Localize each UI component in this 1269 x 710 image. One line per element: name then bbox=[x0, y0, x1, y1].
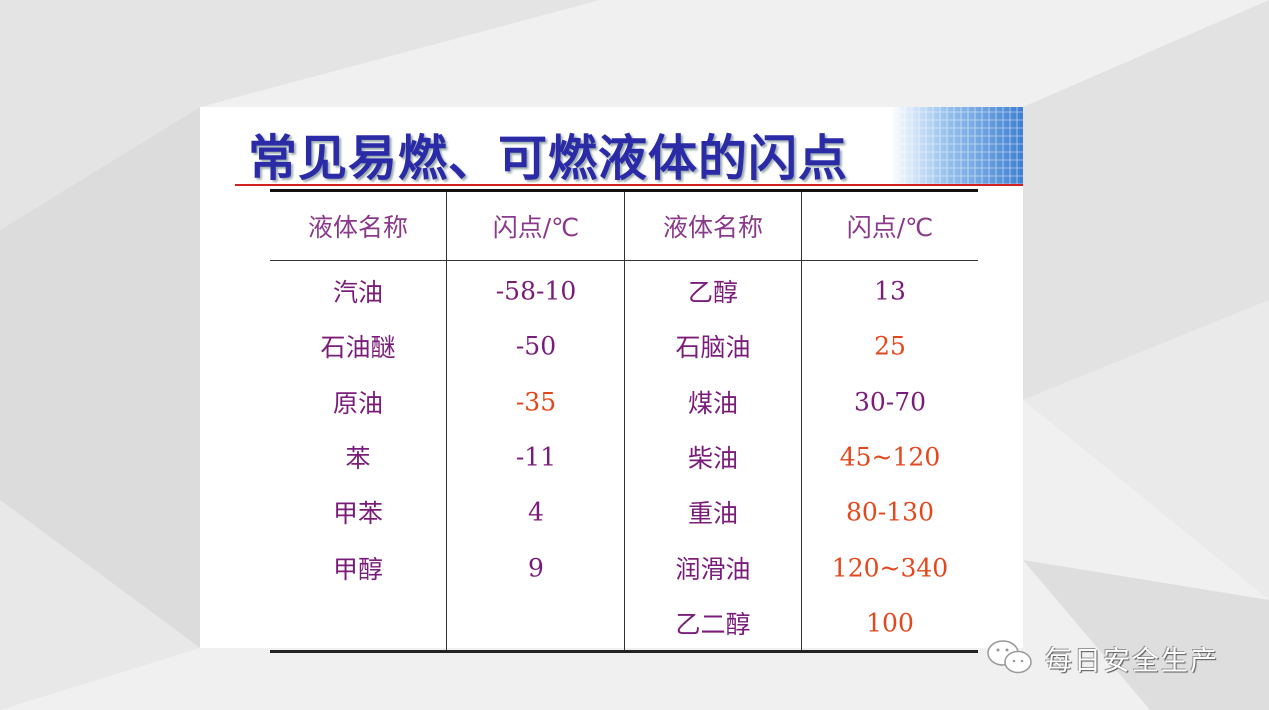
flash-point-cell: 13 bbox=[874, 276, 906, 306]
flash-point-cell: 4 bbox=[528, 497, 544, 527]
slide: 常见易燃、可燃液体的闪点 液体名称 闪点/℃ 液体名称 闪点/℃ 汽油 -58-1… bbox=[200, 107, 1023, 653]
flash-point-cell: -35 bbox=[515, 387, 557, 417]
liquid-name-cell: 煤油 bbox=[687, 388, 738, 418]
liquid-name-cell: 石脑油 bbox=[675, 333, 751, 363]
liquid-name-cell: 乙二醇 bbox=[675, 609, 751, 639]
header-divider bbox=[270, 260, 978, 261]
flash-point-cell: 45~120 bbox=[839, 442, 941, 472]
header-liquid-name: 液体名称 bbox=[662, 213, 763, 242]
header-flash-point: 闪点/℃ bbox=[846, 213, 934, 242]
flash-point-cell: 25 bbox=[874, 331, 906, 361]
watermark: 每日安全生产 bbox=[985, 638, 1219, 678]
liquid-name-cell: 汽油 bbox=[332, 278, 383, 307]
wechat-icon bbox=[987, 640, 1032, 674]
liquid-name-cell: 甲醇 bbox=[332, 554, 383, 584]
liquid-name-cell: 乙醇 bbox=[687, 278, 738, 307]
slide-title: 常见易燃、可燃液体的闪点 bbox=[248, 130, 849, 187]
flash-point-cell: 120~340 bbox=[831, 553, 949, 582]
liquid-name-cell: 甲苯 bbox=[332, 499, 383, 529]
liquid-name-cell: 原油 bbox=[332, 388, 383, 418]
liquid-name-cell: 石油醚 bbox=[320, 333, 396, 363]
circuit-banner-image bbox=[890, 107, 1023, 185]
flash-point-cell: 100 bbox=[866, 608, 914, 638]
flash-point-cell: 30-70 bbox=[853, 387, 927, 417]
flash-point-cell: -50 bbox=[515, 331, 557, 361]
title-underline bbox=[235, 184, 1023, 186]
flash-point-table: 液体名称 闪点/℃ 液体名称 闪点/℃ 汽油 -58-10 石油醚 -50 原油 -35 苯… bbox=[270, 189, 978, 653]
flash-point-cell: -11 bbox=[515, 442, 557, 472]
liquid-name-cell: 柴油 bbox=[687, 443, 738, 473]
flash-point-cell: 9 bbox=[528, 553, 544, 582]
flash-point-cell: 80-130 bbox=[846, 497, 934, 527]
column-divider bbox=[624, 192, 625, 650]
liquid-name-cell: 重油 bbox=[687, 499, 738, 529]
header-flash-point: 闪点/℃ bbox=[492, 213, 580, 242]
column-divider bbox=[446, 192, 447, 650]
liquid-name-cell: 苯 bbox=[345, 443, 371, 473]
column-divider bbox=[801, 192, 802, 650]
liquid-name-cell: 润滑油 bbox=[675, 554, 751, 584]
flash-point-cell: -58-10 bbox=[495, 276, 577, 306]
header-liquid-name: 液体名称 bbox=[307, 213, 408, 242]
watermark-text: 每日安全生产 bbox=[1045, 645, 1219, 677]
